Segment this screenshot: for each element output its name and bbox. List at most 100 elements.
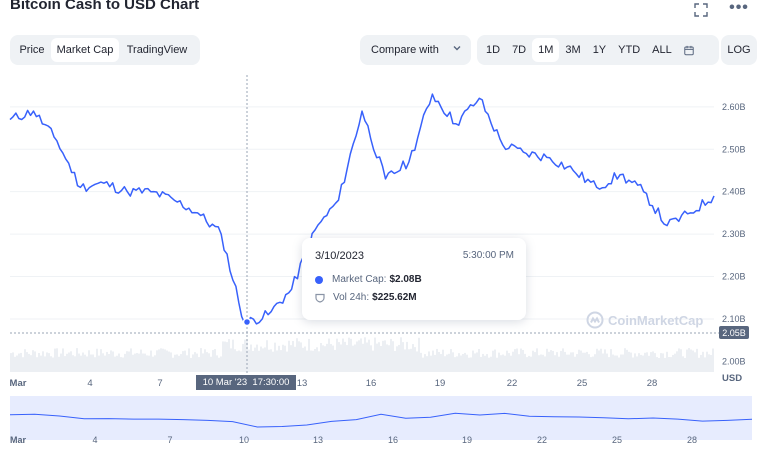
y-axis-ticks: 2.60B 2.50B 2.40B 2.30B 2.20B 2.10B 2.00B bbox=[722, 102, 746, 367]
log-scale-toggle[interactable]: LOG bbox=[721, 35, 757, 65]
volume-bar bbox=[620, 354, 622, 372]
volume-bar bbox=[644, 352, 646, 372]
log-label: LOG bbox=[727, 44, 751, 56]
volume-bar bbox=[622, 354, 624, 372]
volume-bar bbox=[402, 342, 404, 372]
range-3m[interactable]: 3M bbox=[565, 44, 581, 56]
volume-bar bbox=[362, 343, 364, 372]
volume-bar bbox=[266, 340, 268, 372]
volume-bar bbox=[462, 353, 464, 372]
volume-bar bbox=[38, 353, 40, 372]
navigator-tick-label: 16 bbox=[388, 435, 398, 445]
volume-bar bbox=[156, 350, 158, 372]
volume-bar bbox=[712, 348, 714, 372]
volume-bar bbox=[270, 349, 272, 372]
volume-bar bbox=[172, 357, 174, 372]
volume-bar bbox=[74, 356, 76, 372]
volume-bar bbox=[604, 349, 606, 372]
volume-bar bbox=[368, 339, 370, 372]
navigator-tick-label: 19 bbox=[462, 435, 472, 445]
volume-bar bbox=[184, 350, 186, 372]
volume-bar bbox=[594, 354, 596, 372]
volume-bar bbox=[568, 354, 570, 372]
volume-bar bbox=[146, 355, 148, 372]
volume-bar bbox=[474, 353, 476, 372]
volume-bar bbox=[250, 344, 252, 372]
volume-bar bbox=[586, 351, 588, 372]
volume-bar bbox=[272, 351, 274, 372]
volume-bar bbox=[50, 356, 52, 372]
navigator-tick-label: 22 bbox=[537, 435, 547, 445]
volume-bar bbox=[92, 354, 94, 372]
compare-with-dropdown[interactable]: Compare with bbox=[360, 35, 471, 65]
volume-bar bbox=[64, 356, 66, 372]
y-tick-label: 2.60B bbox=[722, 102, 746, 112]
range-navigator[interactable]: Mar 4 7 10 13 16 19 22 25 28 bbox=[9, 396, 753, 445]
volume-bar bbox=[122, 357, 124, 372]
volume-bar bbox=[570, 352, 572, 372]
volume-bar bbox=[152, 356, 154, 372]
tab-market-cap[interactable]: Market Cap bbox=[51, 38, 119, 62]
volume-bar bbox=[408, 349, 410, 372]
volume-bar bbox=[356, 341, 358, 372]
tab-tradingview[interactable]: TradingView bbox=[126, 44, 188, 56]
volume-bar bbox=[440, 354, 442, 372]
volume-bar bbox=[130, 348, 132, 372]
volume-bar bbox=[164, 349, 166, 372]
range-1m[interactable]: 1M bbox=[532, 38, 560, 62]
volume-bar bbox=[62, 348, 64, 372]
volume-bar bbox=[86, 356, 88, 372]
volume-bar bbox=[582, 352, 584, 372]
more-icon[interactable]: ••• bbox=[729, 0, 749, 16]
market-cap-chart[interactable]: 2.60B 2.50B 2.40B 2.30B 2.20B 2.10B 2.00B Mar 4… bbox=[0, 70, 768, 450]
volume-bar bbox=[108, 353, 110, 372]
volume-bar bbox=[578, 349, 580, 372]
volume-bar bbox=[80, 355, 82, 372]
volume-bar bbox=[242, 343, 244, 372]
volume-bar bbox=[314, 348, 316, 372]
volume-bar bbox=[348, 337, 350, 372]
volume-bar bbox=[640, 354, 642, 372]
volume-bar bbox=[598, 350, 600, 372]
volume-bar bbox=[234, 349, 236, 372]
volume-bar bbox=[490, 356, 492, 372]
range-1d[interactable]: 1D bbox=[486, 44, 501, 56]
volume-bar bbox=[502, 354, 504, 372]
tab-price[interactable]: Price bbox=[19, 44, 45, 56]
volume-bar bbox=[514, 349, 516, 372]
tooltip-volume-row: Vol 24h: $225.62M bbox=[315, 292, 417, 303]
volume-bar bbox=[60, 353, 62, 372]
range-1y[interactable]: 1Y bbox=[592, 44, 607, 56]
calendar-icon[interactable] bbox=[678, 38, 700, 62]
range-7d[interactable]: 7D bbox=[512, 44, 527, 56]
volume-bar bbox=[412, 344, 414, 372]
time-range-tabs: 1D 7D 1M 3M 1Y YTD ALL bbox=[477, 35, 719, 65]
volume-bar bbox=[456, 356, 458, 372]
volume-bar bbox=[574, 356, 576, 372]
volume-bar bbox=[390, 338, 392, 372]
volume-bar bbox=[248, 349, 250, 372]
volume-bar bbox=[98, 355, 100, 372]
volume-bar bbox=[210, 356, 212, 372]
tooltip-market-cap-value: $2.08B bbox=[389, 274, 422, 285]
volume-bar bbox=[318, 351, 320, 372]
volume-bar bbox=[468, 357, 470, 372]
hover-tooltip: 3/10/2023 5:30:00 PM Market Cap: $2.08B … bbox=[302, 238, 526, 320]
volume-bar bbox=[140, 349, 142, 372]
volume-bar bbox=[634, 353, 636, 372]
x-tick-label: 28 bbox=[647, 378, 658, 389]
navigator-tick-label: Mar bbox=[10, 435, 27, 445]
fullscreen-icon[interactable] bbox=[692, 2, 710, 18]
volume-bar bbox=[284, 345, 286, 372]
volume-bar bbox=[476, 352, 478, 372]
volume-bar bbox=[26, 352, 28, 372]
range-all[interactable]: ALL bbox=[652, 44, 672, 56]
range-ytd[interactable]: YTD bbox=[618, 44, 641, 56]
volume-bar bbox=[482, 353, 484, 372]
watermark-text: CoinMarketCap bbox=[608, 312, 704, 328]
volume-bar bbox=[162, 348, 164, 372]
volume-bar bbox=[686, 349, 688, 372]
volume-bar bbox=[88, 350, 90, 372]
volume-bar bbox=[236, 351, 238, 372]
volume-bar bbox=[420, 352, 422, 372]
